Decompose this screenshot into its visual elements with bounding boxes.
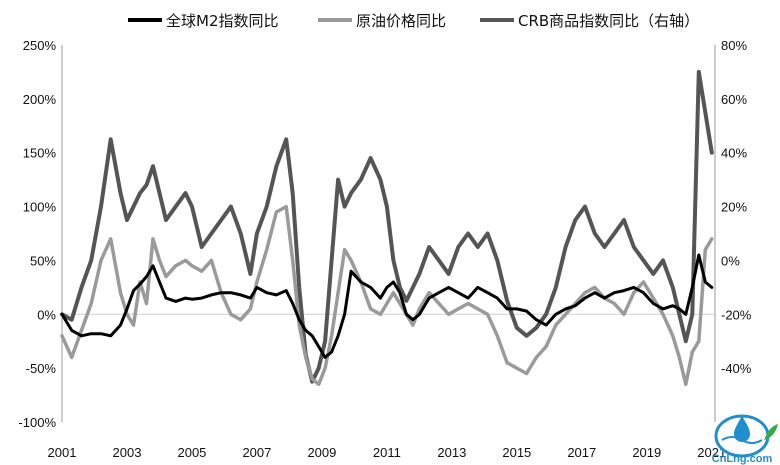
y-left-tick-label: -50% — [26, 361, 57, 376]
x-tick-label: 2009 — [307, 445, 336, 460]
y-right-tick-label: 80% — [721, 38, 747, 53]
logo-text: CnLng.com — [712, 453, 773, 465]
x-tick-label: 2021 — [697, 445, 726, 460]
y-left-tick-label: 250% — [23, 38, 57, 53]
x-tick-label: 2007 — [242, 445, 271, 460]
y-right-tick-label: -20% — [721, 307, 752, 322]
logo-leaf-icon — [764, 424, 778, 440]
series-layer — [60, 69, 714, 387]
series-line-2 — [60, 69, 714, 384]
logo-drop-icon — [734, 416, 750, 442]
legend: 全球M2指数同比 原油价格同比 CRB商品指数同比（右轴） — [128, 12, 699, 30]
series-line-1 — [60, 204, 714, 387]
y-right-tick-labels: 80%60%40%20%0%-20%-40%-60% — [721, 38, 752, 430]
x-tick-label: 2013 — [437, 445, 466, 460]
x-tick-label: 2005 — [177, 445, 206, 460]
y-right-tick-label: 0% — [721, 253, 740, 268]
y-left-tick-labels: 250% 200% 150% 100% 50% 0% -50% -100% — [18, 38, 56, 430]
y-left-tick-label: 200% — [23, 92, 57, 107]
y-left-tick-label: 100% — [23, 200, 57, 215]
x-tick-label: 2015 — [502, 445, 531, 460]
x-tick-label: 2017 — [567, 445, 596, 460]
series-line-0 — [60, 253, 714, 359]
y-right-tick-label: -40% — [721, 361, 752, 376]
x-tick-label: 2019 — [632, 445, 661, 460]
x-tick-labels: 2001 2003 2005 2007 2009 2011 2013 2015 2017 2019… — [48, 445, 727, 460]
y-left-tick-label: 50% — [30, 253, 56, 268]
cnlng-logo: CnLng.com — [712, 414, 778, 465]
legend-label-0: 全球M2指数同比 — [166, 12, 279, 30]
y-right-tick-label: 40% — [721, 146, 747, 161]
x-tick-label: 2001 — [48, 445, 77, 460]
y-left-tick-label: 0% — [37, 307, 56, 322]
x-tick-label: 2003 — [113, 445, 142, 460]
logo-wave-icon — [721, 436, 763, 444]
legend-label-1: 原油价格同比 — [356, 12, 446, 30]
y-right-tick-label: 20% — [721, 200, 747, 215]
y-left-tick-label: -100% — [18, 415, 56, 430]
y-left-tick-label: 150% — [23, 146, 57, 161]
x-tick-label: 2011 — [373, 445, 401, 460]
axes — [61, 45, 716, 422]
y-right-tick-label: 60% — [721, 92, 747, 107]
legend-label-2: CRB商品指数同比（右轴） — [518, 12, 699, 30]
